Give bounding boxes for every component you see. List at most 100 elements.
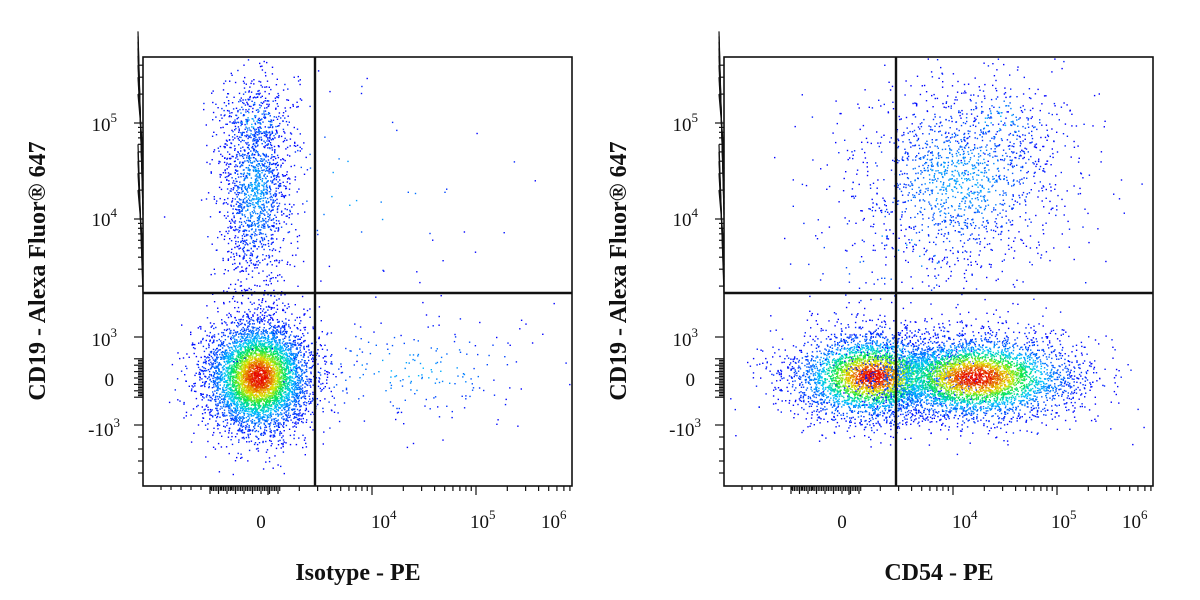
event-dot [278,399,280,402]
event-dot [237,353,240,355]
event-dot [230,359,233,362]
event-dot [259,312,262,314]
event-dot [221,358,223,360]
event-dot [241,351,244,353]
event-dot [254,423,257,425]
event-dot [234,366,237,368]
event-dot [249,334,251,336]
event-dot [235,386,237,388]
event-dot [233,336,235,338]
event-dot [286,357,288,359]
event-dot [237,370,239,373]
event-dot [208,362,210,365]
event-dot [301,384,304,386]
event-dot [217,424,219,426]
event-dot [268,460,271,463]
event-dot [288,319,290,321]
event-dot [243,357,245,359]
event-dot [283,412,285,414]
event-dot [244,339,247,342]
event-dot [246,313,249,315]
event-dot [272,353,274,356]
event-dot [212,335,214,337]
event-dot [283,423,285,425]
event-dot [285,331,287,334]
event-dot [271,381,273,384]
event-dot [261,345,263,348]
event-dot [229,379,231,381]
event-dot [253,383,255,385]
event-dot [242,294,244,297]
event-dot [242,389,244,391]
event-dot [278,366,281,368]
event-dot [270,353,272,355]
event-dot [247,350,250,352]
event-dot [237,391,240,394]
event-dot [306,375,308,378]
event-dot [233,338,236,340]
event-dot [259,322,261,324]
event-dot [297,342,299,344]
event-dot [259,371,261,373]
event-dot [252,314,254,316]
event-dot [262,355,264,357]
event-dot [225,349,228,351]
event-dot [286,343,288,346]
event-dot [280,376,283,378]
event-dot [260,379,262,382]
event-dot [259,386,261,388]
event-dot [277,372,279,374]
event-dot [219,402,222,404]
event-dot [243,387,246,389]
event-dot [185,365,187,367]
event-dot [283,441,285,443]
event-dot [288,360,291,362]
event-dot [228,391,230,394]
event-dot [270,440,272,442]
event-dot [257,348,260,350]
event-dot [240,301,243,304]
event-dot [275,396,277,398]
event-dot [254,374,256,377]
event-dot [237,452,239,455]
event-dot [284,345,286,347]
event-dot [271,360,274,363]
event-dot [254,379,256,381]
event-dot [238,379,241,381]
event-dot [180,370,183,372]
event-dot [171,363,174,366]
event-dot [235,406,238,408]
event-dot [263,384,265,387]
event-dot [236,416,238,418]
event-dot [217,373,219,375]
event-dot [261,367,263,369]
event-dot [294,383,296,386]
event-dot [224,357,227,359]
event-dot [242,330,245,333]
event-dot [272,467,274,469]
event-dot [238,430,240,432]
event-dot [192,386,194,388]
event-dot [288,412,290,414]
event-dot [281,320,284,323]
event-dot [309,308,311,310]
event-dot [260,331,263,333]
event-dot [245,373,248,375]
event-dot [282,309,285,312]
event-dot [269,405,271,407]
event-dot [232,370,235,373]
event-dot [294,360,296,362]
event-dot [259,388,261,390]
event-dot [248,387,250,389]
event-dot [277,373,280,375]
event-dot [241,362,243,365]
event-dot [288,348,290,350]
event-dot [234,365,237,367]
event-dot [257,349,259,351]
event-dot [252,394,254,396]
event-dot [307,344,310,346]
event-dot [201,369,204,372]
event-dot [282,389,284,391]
event-dot [278,363,280,366]
event-dot [255,384,257,387]
